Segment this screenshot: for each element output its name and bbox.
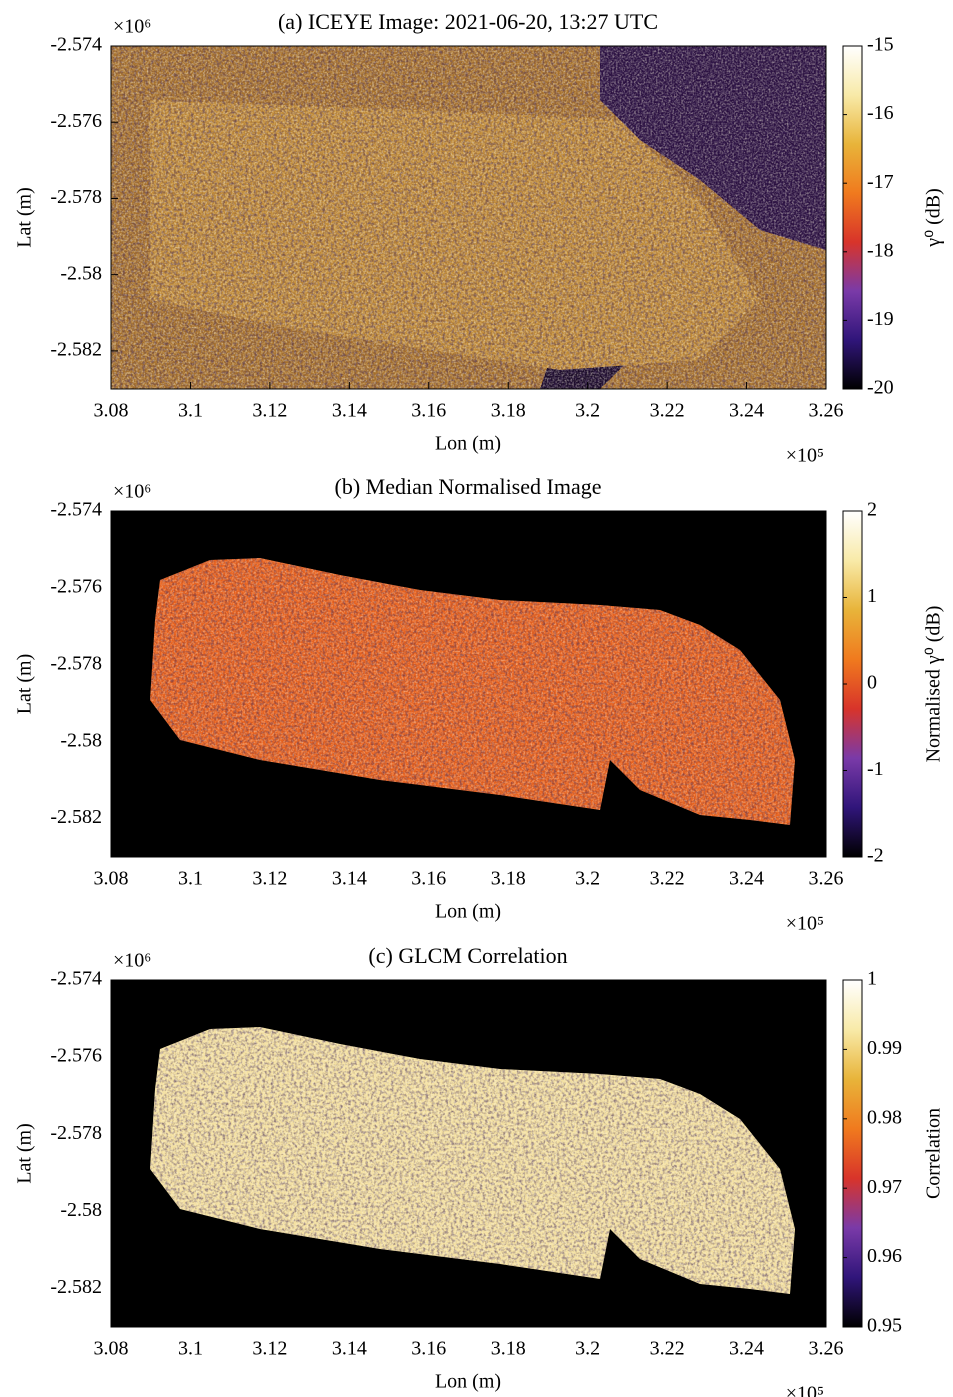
- x-tick-label: 3.24: [729, 1338, 764, 1360]
- x-tick-label: 3.22: [650, 400, 685, 422]
- x-tick-label: 3.26: [809, 868, 844, 890]
- y-tick-label: -2.578: [50, 1122, 102, 1144]
- x-tick-label: 3.22: [650, 1338, 685, 1360]
- x-tick-label: 3.08: [94, 1338, 129, 1360]
- axes-box: [110, 45, 827, 390]
- colorbar-tick-label: -17: [867, 171, 894, 193]
- x-tick-label: 3.16: [411, 868, 446, 890]
- colorbar-tick-label: 0.97: [867, 1176, 902, 1198]
- colorbar-tick-label: 1: [867, 585, 877, 607]
- x-tick-label: 3.24: [729, 400, 764, 422]
- y-tick-label: -2.578: [50, 652, 102, 674]
- colorbar: [842, 45, 863, 390]
- y-exponent: ×10⁶: [113, 950, 151, 972]
- x-tick-label: 3.26: [809, 400, 844, 422]
- colorbar: [842, 979, 863, 1328]
- colorbar-tick-label: 0.96: [867, 1245, 902, 1267]
- correlation-image: [111, 980, 826, 1327]
- colorbar-tick-label: -15: [867, 34, 894, 56]
- x-exponent: ×10⁵: [786, 913, 824, 935]
- y-tick-label: -2.58: [60, 262, 102, 284]
- normalised-image: [111, 511, 826, 857]
- x-axis-label: Lon (m): [435, 1371, 501, 1393]
- colorbar-tick-label: 0.95: [867, 1315, 902, 1337]
- x-tick-label: 3.12: [252, 1338, 287, 1360]
- y-tick-label: -2.578: [50, 186, 102, 208]
- x-tick-label: 3.12: [252, 400, 287, 422]
- colorbar-tick-label: -19: [867, 308, 894, 330]
- colorbar-label: Correlation: [923, 1108, 945, 1199]
- x-axis-label: Lon (m): [435, 433, 501, 455]
- colorbar-tick-label: 2: [867, 499, 877, 521]
- x-tick-label: 3.16: [411, 400, 446, 422]
- x-tick-label: 3.08: [94, 868, 129, 890]
- y-tick-label: -2.574: [50, 968, 102, 990]
- y-tick-label: -2.58: [60, 1199, 102, 1221]
- x-tick-label: 3.12: [252, 868, 287, 890]
- y-tick-label: -2.576: [50, 1045, 102, 1067]
- x-tick-label: 3.1: [178, 400, 203, 422]
- y-tick-label: -2.582: [50, 806, 102, 828]
- axes-box: [110, 510, 827, 858]
- chart-title: (b) Median Normalised Image: [335, 474, 602, 499]
- y-tick-label: -2.576: [50, 575, 102, 597]
- y-axis-label: Lat (m): [14, 654, 36, 715]
- x-tick-label: 3.14: [332, 400, 367, 422]
- colorbar-tick-label: -2: [867, 845, 884, 867]
- colorbar-tick-label: 1: [867, 968, 877, 990]
- y-tick-label: -2.574: [50, 499, 102, 521]
- x-axis-label: Lon (m): [435, 901, 501, 923]
- y-axis-label: Lat (m): [14, 187, 36, 248]
- colorbar-tick-label: 0.99: [867, 1037, 902, 1059]
- x-tick-label: 3.22: [650, 868, 685, 890]
- colorbar-tick-label: -1: [867, 758, 884, 780]
- chart-title: (a) ICEYE Image: 2021-06-20, 13:27 UTC: [278, 9, 658, 34]
- x-tick-label: 3.2: [575, 1338, 600, 1360]
- x-tick-label: 3.2: [575, 400, 600, 422]
- x-tick-label: 3.1: [178, 1338, 203, 1360]
- x-tick-label: 3.16: [411, 1338, 446, 1360]
- y-exponent: ×10⁶: [113, 16, 151, 38]
- axes-box: [110, 979, 827, 1328]
- chart-title: (c) GLCM Correlation: [368, 943, 567, 968]
- colorbar-label: Normalised γ⁰ (dB): [923, 606, 945, 763]
- x-tick-label: 3.08: [94, 400, 129, 422]
- x-tick-label: 3.2: [575, 868, 600, 890]
- y-tick-label: -2.574: [50, 34, 102, 56]
- colorbar-tick-label: -18: [867, 239, 894, 261]
- colorbar-tick-label: 0: [867, 672, 877, 694]
- y-tick-label: -2.58: [60, 729, 102, 751]
- y-axis-label: Lat (m): [14, 1123, 36, 1184]
- x-tick-label: 3.18: [491, 1338, 526, 1360]
- y-tick-label: -2.576: [50, 110, 102, 132]
- x-exponent: ×10⁵: [786, 1383, 824, 1397]
- x-exponent: ×10⁵: [786, 445, 824, 467]
- x-tick-label: 3.14: [332, 1338, 367, 1360]
- x-tick-label: 3.26: [809, 1338, 844, 1360]
- y-exponent: ×10⁶: [113, 481, 151, 503]
- colorbar-label: γ⁰ (dB): [923, 188, 945, 248]
- colorbar-tick-label: -16: [867, 102, 894, 124]
- x-tick-label: 3.1: [178, 868, 203, 890]
- sar-image: [111, 46, 826, 389]
- x-tick-label: 3.18: [491, 400, 526, 422]
- x-tick-label: 3.14: [332, 868, 367, 890]
- y-tick-label: -2.582: [50, 1276, 102, 1298]
- colorbar-tick-label: 0.98: [867, 1106, 902, 1128]
- colorbar-tick-label: -20: [867, 377, 894, 399]
- y-tick-label: -2.582: [50, 338, 102, 360]
- x-tick-label: 3.24: [729, 868, 764, 890]
- x-tick-label: 3.18: [491, 868, 526, 890]
